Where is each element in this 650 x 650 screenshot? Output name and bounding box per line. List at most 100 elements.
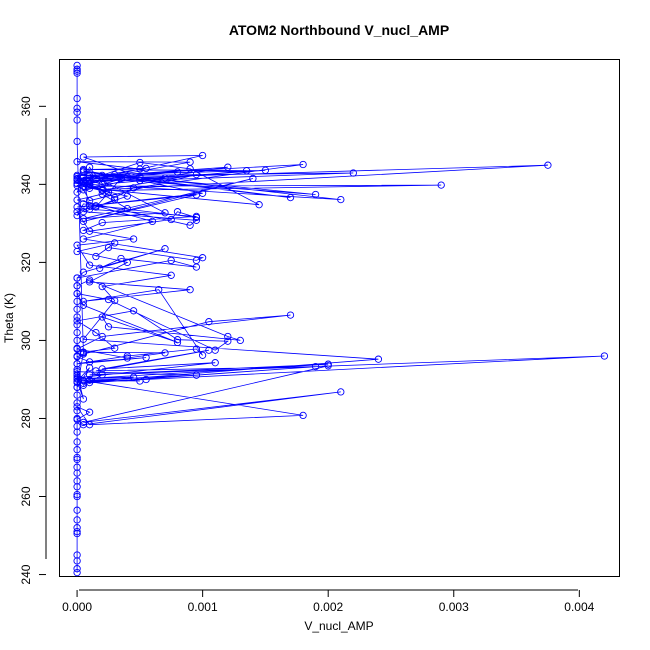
data-point bbox=[129, 373, 138, 381]
data-point bbox=[73, 463, 81, 471]
data-point bbox=[167, 215, 175, 224]
data-point bbox=[73, 455, 81, 464]
data-point bbox=[205, 346, 213, 354]
data-point bbox=[92, 252, 100, 261]
data-point bbox=[374, 355, 383, 363]
data-point bbox=[255, 201, 263, 209]
data-point bbox=[73, 282, 81, 290]
data-point bbox=[173, 336, 182, 344]
data-point bbox=[73, 274, 81, 282]
data-point bbox=[73, 69, 81, 77]
data-point bbox=[173, 338, 182, 347]
data-point bbox=[73, 557, 81, 565]
data-point bbox=[73, 370, 81, 378]
x-axis-label: V_nucl_AMP bbox=[304, 619, 373, 633]
series-line-0 bbox=[75, 65, 605, 573]
data-point bbox=[73, 377, 81, 386]
data-point bbox=[85, 408, 94, 416]
data-point bbox=[92, 328, 100, 337]
data-point bbox=[79, 215, 88, 223]
data-point bbox=[186, 221, 194, 229]
data-point bbox=[73, 524, 81, 532]
data-point bbox=[73, 196, 81, 204]
data-point bbox=[73, 391, 81, 399]
data-point bbox=[73, 61, 81, 70]
data-point bbox=[98, 218, 106, 227]
data-point bbox=[79, 153, 88, 161]
data-point bbox=[73, 67, 81, 75]
data-point bbox=[123, 173, 131, 181]
data-point bbox=[79, 335, 88, 343]
data-point bbox=[136, 173, 144, 181]
data-point bbox=[205, 318, 213, 326]
data-point bbox=[123, 204, 131, 213]
data-point bbox=[123, 354, 131, 362]
data-point bbox=[236, 336, 244, 345]
data-point bbox=[73, 516, 81, 524]
data-point bbox=[73, 158, 81, 166]
x-tick-label: 0.000 bbox=[62, 600, 92, 614]
data-point bbox=[198, 151, 207, 160]
data-point bbox=[299, 411, 307, 420]
y-tick-label: 320 bbox=[19, 252, 33, 272]
data-point bbox=[98, 313, 106, 321]
y-tick-label: 240 bbox=[19, 564, 33, 584]
data-point bbox=[73, 366, 81, 374]
data-point bbox=[224, 163, 232, 171]
data-point bbox=[167, 256, 175, 265]
data-point bbox=[79, 349, 88, 357]
data-point bbox=[136, 377, 144, 385]
data-point bbox=[79, 268, 88, 276]
data-point bbox=[242, 167, 251, 175]
data-point bbox=[104, 323, 113, 331]
x-axis-ticks: 0.000 0.001 0.002 0.003 0.004 bbox=[62, 590, 595, 614]
data-point bbox=[73, 492, 81, 501]
data-point bbox=[129, 307, 138, 315]
data-point bbox=[73, 453, 81, 462]
data-point bbox=[600, 352, 609, 360]
y-tick-label: 340 bbox=[19, 174, 33, 194]
data-point bbox=[198, 189, 207, 197]
series-group bbox=[73, 61, 609, 577]
data-point bbox=[73, 116, 81, 124]
x-tick-label: 0.002 bbox=[313, 600, 343, 614]
data-point bbox=[85, 163, 94, 171]
data-point bbox=[73, 399, 81, 407]
data-point bbox=[79, 381, 88, 389]
data-point bbox=[173, 208, 182, 216]
data-point bbox=[111, 344, 119, 352]
data-point bbox=[73, 305, 81, 313]
data-point bbox=[85, 176, 94, 184]
y-axis-label: Theta (K) bbox=[2, 293, 16, 343]
data-point bbox=[73, 551, 81, 559]
data-point bbox=[211, 359, 219, 367]
chart-title: ATOM2 Northbound V_nucl_AMP bbox=[229, 22, 449, 38]
data-point bbox=[161, 174, 169, 182]
x-tick-label: 0.004 bbox=[564, 600, 594, 614]
data-point bbox=[286, 193, 295, 202]
data-point bbox=[79, 297, 88, 306]
data-point bbox=[299, 160, 307, 169]
data-point bbox=[73, 529, 81, 538]
data-point bbox=[148, 217, 157, 226]
plot-area-frame bbox=[59, 59, 620, 577]
data-point bbox=[111, 193, 119, 202]
data-point bbox=[111, 239, 119, 247]
data-point bbox=[73, 446, 81, 454]
data-point bbox=[92, 203, 100, 211]
data-point bbox=[73, 568, 81, 577]
data-point bbox=[73, 415, 81, 424]
data-point bbox=[161, 209, 169, 217]
data-point bbox=[79, 418, 88, 427]
data-point bbox=[186, 158, 194, 166]
data-point bbox=[324, 362, 332, 370]
data-point bbox=[85, 276, 94, 284]
data-point bbox=[79, 235, 88, 243]
data-point bbox=[85, 205, 94, 213]
data-point bbox=[311, 190, 320, 199]
data-point bbox=[349, 169, 357, 177]
data-point bbox=[286, 311, 295, 319]
data-point bbox=[129, 184, 138, 192]
data-point bbox=[192, 216, 201, 224]
data-point bbox=[73, 403, 81, 411]
